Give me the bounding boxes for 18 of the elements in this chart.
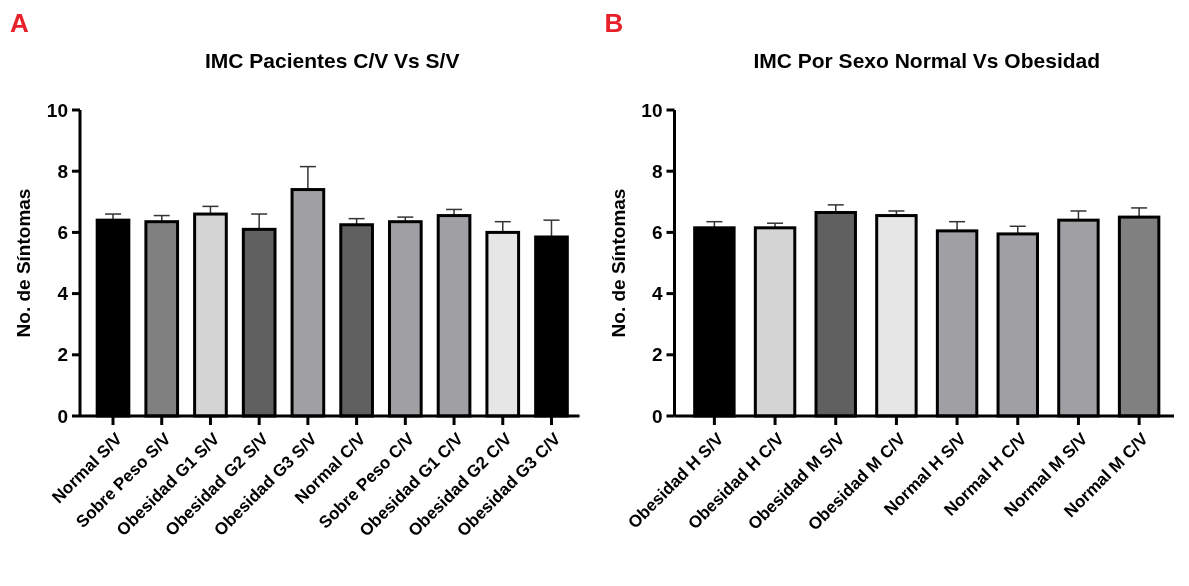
y-tick-label: 8: [651, 160, 663, 182]
y-tick-label: 0: [651, 405, 663, 427]
chart-title: IMC Pacientes C/V Vs S/V: [205, 49, 460, 72]
y-tick-label: 10: [46, 99, 68, 121]
y-axis-title: No. de Síntomas: [13, 188, 34, 338]
text: B: [604, 8, 624, 38]
y-tick-label: 6: [57, 222, 68, 244]
chart-title: IMC Por Sexo Normal Vs Obesidad: [753, 49, 1101, 72]
y-tick-label: 10: [641, 99, 663, 121]
y-axis-title: No. de Síntomas: [607, 188, 629, 338]
y-tick-label: 4: [57, 283, 69, 305]
y-tick-label: 8: [57, 160, 68, 182]
y-tick-label: 6: [651, 222, 663, 244]
y-tick-label: 0: [57, 405, 68, 427]
text: A: [10, 8, 29, 38]
y-tick-label: 4: [651, 283, 663, 305]
y-tick-label: 2: [57, 344, 68, 366]
y-tick-label: 2: [651, 344, 663, 366]
